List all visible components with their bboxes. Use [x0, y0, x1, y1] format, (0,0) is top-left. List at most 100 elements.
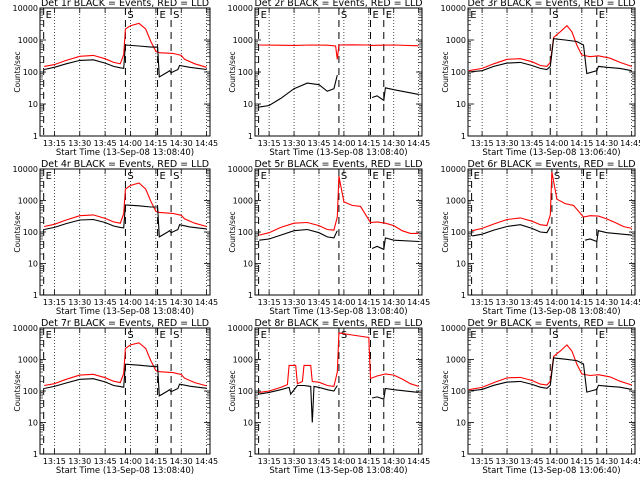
x-tick-label: 14:45: [620, 298, 640, 307]
y-tick-label: 1: [461, 291, 466, 300]
marker-label: E: [599, 10, 605, 21]
x-tick-label: 13:15: [43, 139, 66, 148]
y-tick-label: 10: [28, 100, 38, 109]
plot-frame: [39, 327, 211, 455]
y-tick-label: 1: [248, 132, 253, 141]
panel-title: Det 3r BLACK = Events, RED = LLD: [467, 0, 635, 9]
panel-6: Det 6r BLACK = Events, RED = LLD 1 10 100 10…: [441, 159, 640, 317]
marker-label: E: [372, 330, 378, 341]
series-events: [468, 357, 632, 393]
y-tick-label: 1: [461, 450, 466, 459]
y-axis-label: Counts/sec: [13, 51, 22, 92]
panel-5: Det 5r BLACK = Events, RED = LLD 1 10 100 10…: [228, 159, 431, 317]
x-tick-label: 13:30: [283, 298, 306, 307]
x-tick-label: 13:30: [283, 139, 306, 148]
x-axis-label: Start Time (13-Sep-08 13:08:40): [56, 148, 194, 158]
y-tick-label: 100: [238, 228, 253, 237]
y-tick-label: 100: [23, 387, 38, 396]
series-events: [259, 74, 419, 108]
y-tick-label: 10: [456, 260, 466, 269]
x-tick-label: 14:00: [119, 139, 142, 148]
x-tick-label: 13:45: [520, 139, 543, 148]
plot-frame: [39, 168, 211, 296]
y-tick-label: 100: [451, 387, 466, 396]
y-tick-label: 1000: [233, 197, 253, 206]
panel-3: Det 3r BLACK = Events, RED = LLD 1 10 100 10…: [441, 0, 640, 158]
marker-label: E: [261, 10, 267, 21]
series-lld: [468, 24, 632, 72]
marker-label: S: [552, 330, 558, 341]
y-tick-label: 10000: [13, 324, 38, 333]
panel-title: Det 2r BLACK = Events, RED = LLD: [254, 0, 422, 9]
series-events: [468, 38, 632, 75]
marker-label: E: [160, 10, 166, 21]
plot-frame: [254, 327, 423, 455]
marker-label: E: [599, 330, 605, 341]
marker-label: S: [173, 330, 179, 341]
marker-label: S: [341, 171, 347, 182]
marker-label: S: [341, 10, 347, 21]
panel-title: Det 7r BLACK = Events, RED = LLD: [41, 318, 209, 329]
x-tick-label: 14:45: [407, 139, 430, 148]
marker-label: E: [46, 171, 52, 182]
marker-label: E: [585, 171, 591, 182]
marker-label: E: [386, 10, 392, 21]
x-tick-label: 14:00: [119, 457, 142, 466]
x-tick-label: 13:45: [94, 298, 117, 307]
y-tick-label: 10000: [13, 4, 38, 13]
y-axis-label: Counts/sec: [441, 211, 450, 252]
y-tick-label: 1000: [233, 36, 253, 45]
y-tick-label: 10000: [441, 165, 466, 174]
marker-label: E: [470, 330, 476, 341]
y-tick-label: 10: [28, 419, 38, 428]
x-tick-label: 13:15: [471, 457, 494, 466]
x-tick-label: 13:30: [68, 139, 91, 148]
series-events: [259, 384, 419, 423]
x-axis-label: Start Time (13-Sep-08 13:08:40): [56, 466, 194, 476]
y-tick-label: 10000: [228, 4, 253, 13]
x-tick-label: 13:45: [520, 457, 543, 466]
x-tick-label: 13:15: [471, 139, 494, 148]
x-tick-label: 14:45: [195, 298, 218, 307]
x-tick-label: 14:30: [382, 457, 405, 466]
series-events: [44, 44, 207, 78]
x-tick-label: 14:45: [195, 457, 218, 466]
y-axis-label: Counts/sec: [13, 211, 22, 252]
x-tick-label: 14:15: [357, 298, 380, 307]
x-tick-label: 14:45: [407, 457, 430, 466]
x-tick-label: 14:45: [195, 139, 218, 148]
y-tick-label: 1: [33, 291, 38, 300]
y-tick-label: 10000: [441, 4, 466, 13]
x-tick-label: 13:15: [471, 298, 494, 307]
y-tick-label: 100: [238, 387, 253, 396]
x-tick-label: 14:00: [332, 457, 355, 466]
plot-frame: [254, 168, 423, 296]
x-tick-label: 13:45: [307, 457, 330, 466]
x-tick-label: 14:30: [382, 298, 405, 307]
series-lld: [44, 182, 207, 228]
y-tick-label: 10000: [13, 165, 38, 174]
plot-frame: [467, 327, 636, 455]
plot-frame: [254, 7, 423, 137]
x-tick-label: 14:30: [595, 139, 618, 148]
y-tick-label: 1000: [18, 36, 38, 45]
x-tick-label: 14:15: [144, 457, 167, 466]
panel-title: Det 9r BLACK = Events, RED = LLD: [467, 318, 635, 329]
plot-frame: [467, 7, 636, 137]
marker-label: E: [386, 171, 392, 182]
y-tick-label: 1000: [18, 356, 38, 365]
y-tick-label: 1: [248, 450, 253, 459]
x-tick-label: 13:30: [68, 298, 91, 307]
x-tick-label: 14:45: [407, 298, 430, 307]
panel-4: Det 4r BLACK = Events, RED = LLD 1 10 100 10…: [13, 159, 219, 317]
y-tick-label: 10: [243, 260, 253, 269]
x-axis-label: Start Time (13-Sep-08 13:08:40): [269, 466, 407, 476]
panel-9: Det 9r BLACK = Events, RED = LLD 1 10 100 10…: [441, 318, 640, 476]
x-tick-label: 14:15: [570, 298, 593, 307]
panel-title: Det 8r BLACK = Events, RED = LLD: [254, 318, 422, 329]
x-tick-label: 13:30: [283, 457, 306, 466]
y-tick-label: 1: [33, 450, 38, 459]
y-tick-label: 10: [243, 100, 253, 109]
marker-label: E: [160, 330, 166, 341]
